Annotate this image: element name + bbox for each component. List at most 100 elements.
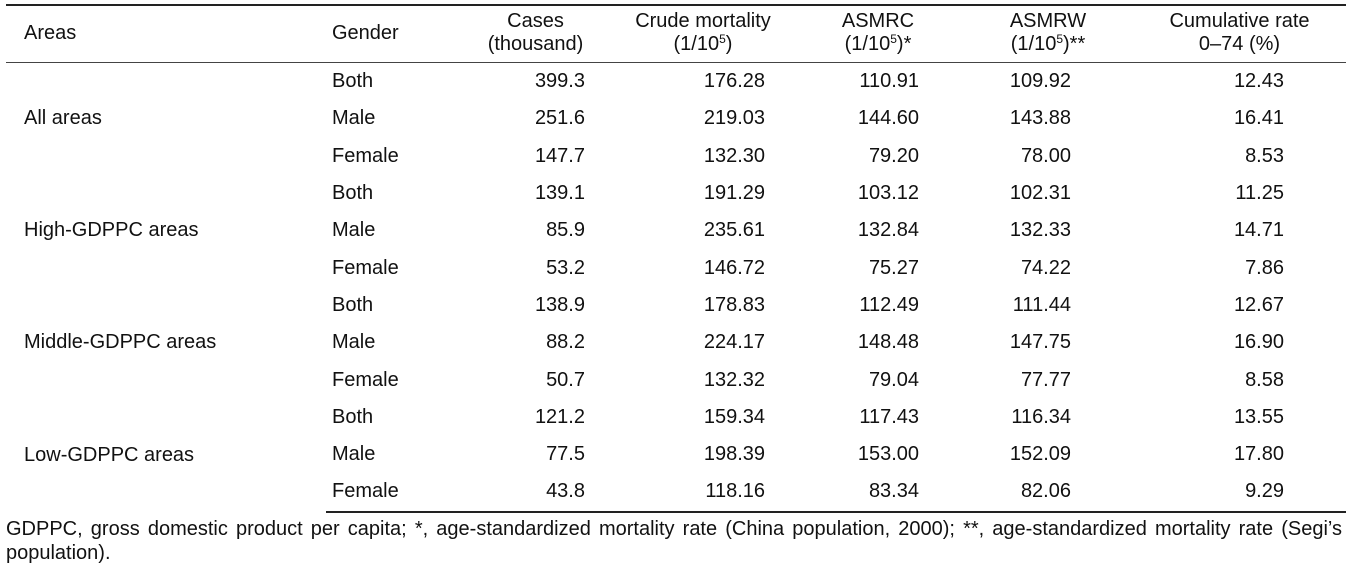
asmrw-cell: 77.77 (1020, 368, 1071, 391)
area-label: High-GDPPC areas (24, 219, 199, 242)
table-row: Male 251.6 219.03 144.60 143.88 16.41 (6, 100, 1346, 137)
table-row: Middle-GDPPC areas Both 138.9 178.83 112.49 1… (6, 287, 1346, 353)
table-footnote: GDPPC, gross domestic product per capita… (6, 518, 1342, 564)
asmrc-cell: 79.04 (868, 368, 919, 391)
header-cases-line2: (thousand) (487, 33, 584, 55)
cum-cell: 12.43 (1233, 70, 1284, 93)
cum-cell: 7.86 (1245, 256, 1284, 279)
asmrc-cell: 79.20 (868, 144, 919, 167)
asmrc-cell: 112.49 (859, 293, 919, 316)
cases-cell: 138.9 (534, 293, 585, 316)
table-row: High-GDPPC areas Both 139.1 191.29 103.12 102… (6, 175, 1346, 241)
crude-cell: 178.83 (703, 293, 765, 316)
asmrc-cell: 132.84 (857, 219, 919, 242)
header-row: Areas Gender Cases (thousand) Crude mort… (6, 4, 1346, 63)
crude-cell: 159.34 (703, 405, 765, 428)
asmrw-cell: 111.44 (1012, 293, 1071, 316)
gender-cell: Female (332, 368, 399, 391)
crude-cell: 224.17 (703, 331, 765, 354)
area-label: All areas (24, 107, 102, 130)
asmrc-cell: 153.00 (857, 443, 919, 466)
gender-cell: Male (332, 219, 376, 242)
header-gender: Gender (326, 4, 458, 63)
asmrw-cell: 147.75 (1009, 331, 1071, 354)
table-row: Female 147.7 132.30 79.20 78.00 8.53 (6, 138, 1346, 175)
header-asmrw-line2: (1/105)** (969, 32, 1127, 56)
header-cum-line2: 0–74 (%) (1198, 33, 1281, 55)
asmrw-cell: 109.92 (1009, 70, 1071, 93)
gender-cell: Both (332, 70, 374, 93)
header-crude-close: ) (725, 33, 733, 55)
asmrw-cell: 102.31 (1009, 182, 1071, 205)
cases-cell: 147.7 (534, 144, 585, 167)
crude-cell: 219.03 (703, 107, 765, 130)
header-cases: Cases (thousand) (458, 4, 613, 63)
area-label: Middle-GDPPC areas (24, 331, 217, 354)
gender-cell: Male (332, 331, 376, 354)
header-crude-unit: (1/10 (673, 33, 720, 55)
header-asmrw: ASMRW (1/105)** (963, 4, 1133, 63)
cases-cell: 50.7 (546, 368, 585, 391)
table-row: All areas Both 399.3 176.28 110.91 109.92 12.4… (6, 63, 1346, 129)
gender-cell: Female (332, 256, 399, 279)
asmrw-cell: 78.00 (1020, 144, 1071, 167)
asmrc-cell: 117.43 (859, 405, 919, 428)
header-cum-line1: Cumulative rate (1169, 10, 1310, 32)
gender-cell: Male (332, 107, 376, 130)
cases-cell: 121.2 (534, 405, 585, 428)
cum-cell: 12.67 (1233, 293, 1284, 316)
cases-cell: 85.9 (546, 219, 585, 242)
mortality-table: Areas Gender Cases (thousand) Crude mort… (6, 4, 1346, 513)
header-asmrc-close: )* (896, 33, 912, 55)
cases-cell: 139.1 (534, 182, 585, 205)
gender-cell: Female (326, 473, 458, 513)
table-header: Areas Gender Cases (thousand) Crude mort… (6, 4, 1346, 63)
crude-cell: 235.61 (703, 219, 765, 242)
asmrw-cell: 132.33 (1009, 219, 1071, 242)
asmrw-cell: 82.06 (963, 473, 1133, 513)
header-asmrc-line2: (1/105)* (799, 32, 957, 56)
gender-cell: Both (332, 182, 374, 205)
crude-cell: 132.30 (703, 144, 765, 167)
header-asmrw-close: )** (1063, 33, 1086, 55)
header-asmrc-line1: ASMRC (841, 10, 915, 32)
header-asmrc-unit: (1/10 (844, 33, 891, 55)
crude-cell: 198.39 (703, 443, 765, 466)
table-row: Male 77.5 198.39 153.00 152.09 17.80 (6, 436, 1346, 473)
asmrw-cell: 116.34 (1011, 405, 1071, 428)
table-body: All areas Both 399.3 176.28 110.91 109.92 12.4… (6, 63, 1346, 513)
header-asmrc-exponent: 5 (890, 32, 897, 46)
cum-cell: 16.41 (1233, 107, 1284, 130)
cases-cell: 77.5 (546, 443, 585, 466)
cum-cell: 8.53 (1245, 144, 1284, 167)
asmrw-cell: 152.09 (1009, 443, 1071, 466)
header-asmrc: ASMRC (1/105)* (793, 4, 963, 63)
area-label: Low-GDPPC areas (24, 443, 195, 466)
asmrc-cell: 148.48 (857, 331, 919, 354)
asmrc-cell: 103.12 (857, 182, 919, 205)
cum-cell: 14.71 (1233, 219, 1284, 242)
crude-cell: 146.72 (703, 256, 765, 279)
asmrc-cell: 75.27 (868, 256, 919, 279)
cases-cell: 88.2 (546, 331, 585, 354)
gender-cell: Male (332, 443, 376, 466)
cum-cell: 8.58 (1245, 368, 1284, 391)
asmrc-cell: 83.34 (793, 473, 963, 513)
cases-cell: 43.8 (458, 473, 613, 513)
header-cumulative-rate: Cumulative rate 0–74 (%) (1133, 4, 1346, 63)
table-row: Female 50.7 132.32 79.04 77.77 8.58 (6, 361, 1346, 398)
cum-cell: 13.55 (1233, 405, 1284, 428)
asmrw-cell: 143.88 (1009, 107, 1071, 130)
header-crude-mortality: Crude mortality (1/105) (613, 4, 793, 63)
gender-cell: Both (332, 405, 374, 428)
table-row: Female 53.2 146.72 75.27 74.22 7.86 (6, 249, 1346, 286)
table-row: Male 85.9 235.61 132.84 132.33 14.71 (6, 212, 1346, 249)
gender-cell: Female (332, 144, 399, 167)
header-crude-exponent: 5 (719, 32, 726, 46)
gender-cell: Both (332, 293, 374, 316)
asmrw-cell: 74.22 (1020, 256, 1071, 279)
cases-cell: 399.3 (534, 70, 585, 93)
table-row: Female 43.8 118.16 83.34 82.06 9.29 (6, 473, 1346, 513)
cases-cell: 53.2 (546, 256, 585, 279)
asmrc-cell: 144.60 (857, 107, 919, 130)
